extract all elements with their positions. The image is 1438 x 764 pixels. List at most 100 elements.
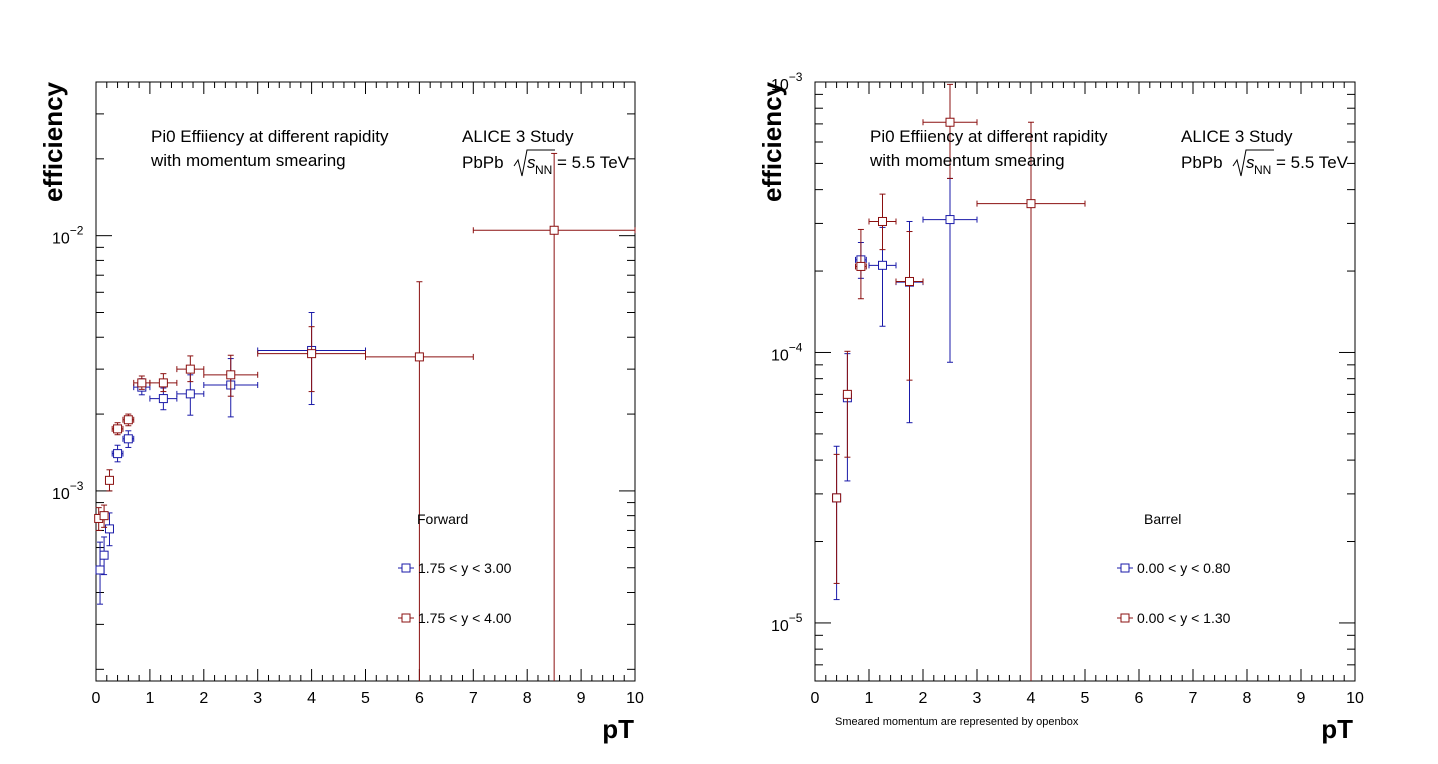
right-x-tick-label: 9 xyxy=(1297,690,1306,707)
left-series-2-point xyxy=(365,281,474,681)
right-y-axis-label: efficiency xyxy=(757,81,787,201)
left-open-box-marker xyxy=(185,389,195,399)
left-series-2-point xyxy=(111,422,124,436)
left-open-box-marker xyxy=(307,349,317,359)
left-series-2-point xyxy=(176,355,205,383)
right-x-tick-label: 2 xyxy=(919,690,928,707)
left-x-tick-label: 3 xyxy=(253,690,262,707)
right-y-tick-label: 10−3 xyxy=(771,70,803,94)
left-open-box-marker xyxy=(104,475,114,485)
left-x-tick-label: 8 xyxy=(523,690,532,707)
right-x-tick-label: 1 xyxy=(865,690,874,707)
right-ticks xyxy=(814,81,1356,681)
right-open-box-marker xyxy=(878,216,887,226)
right-open-box-marker xyxy=(905,276,914,286)
left-series-2-point xyxy=(149,373,178,393)
left-collision-sub: NN xyxy=(535,163,552,177)
right-footnote: Smeared momentum are represented by open… xyxy=(835,716,1079,728)
right-panel: 0 1 2 3 4 5 6 7 8 9 10 10−5 10−4 10−3 Pi0 Effiiency a… xyxy=(757,70,1364,744)
left-legend-title: Forward xyxy=(417,511,468,527)
left-ticks xyxy=(95,81,636,681)
right-study-label: ALICE 3 Study xyxy=(1181,127,1293,146)
right-open-box-marker xyxy=(856,261,866,271)
right-x-tick-label: 4 xyxy=(1027,690,1036,707)
left-open-box-marker xyxy=(95,565,105,575)
left-sqrt-symbol xyxy=(513,149,555,177)
left-series-1-point xyxy=(104,512,114,547)
left-legend-label-1: 1.75 < y < 3.00 xyxy=(418,560,512,576)
right-series-2-point xyxy=(842,350,852,458)
right-x-tick-label: 8 xyxy=(1243,690,1252,707)
left-x-tick-label: 7 xyxy=(469,690,478,707)
left-y-axis-label: efficiency xyxy=(38,81,68,201)
left-open-box-marker xyxy=(185,364,195,374)
left-series-2-point xyxy=(94,507,104,531)
left-open-box-marker xyxy=(226,370,236,380)
left-series-2-point xyxy=(203,354,259,397)
right-series-1-point xyxy=(922,177,978,363)
left-legend-label-2: 1.75 < y < 4.00 xyxy=(418,610,512,626)
left-series-2-point xyxy=(472,152,636,681)
left-x-tick-label: 0 xyxy=(92,690,101,707)
right-legend-entry-1: 0.00 < y < 0.80 xyxy=(1117,560,1231,576)
left-panel: 0 1 2 3 4 5 6 7 8 9 10 10−3 10−2 Pi0 Effiiency at di… xyxy=(38,81,644,744)
right-legend-label-2: 0.00 < y < 1.30 xyxy=(1137,610,1231,626)
right-series-2-point xyxy=(895,231,924,381)
right-collision-suffix: = 5.5 TeV xyxy=(1276,153,1349,172)
left-x-tick-label: 5 xyxy=(361,690,370,707)
left-collision-prefix: PbPb xyxy=(462,153,504,172)
right-tick-labels: 0 1 2 3 4 5 6 7 8 9 10 10−5 10−4 10−3 xyxy=(771,70,1364,707)
left-tick-labels: 0 1 2 3 4 5 6 7 8 9 10 10−3 10−2 xyxy=(52,224,644,707)
right-open-box-marker xyxy=(878,260,887,270)
right-x-tick-label: 0 xyxy=(811,690,820,707)
left-x-tick-label: 4 xyxy=(307,690,316,707)
left-open-box-marker xyxy=(113,424,123,434)
left-y-tick-label: 10−3 xyxy=(52,479,84,503)
left-series-2-point xyxy=(99,504,109,528)
left-series-2-point xyxy=(257,326,366,393)
right-open-box-marker xyxy=(1026,199,1036,209)
right-annotation-line1: Pi0 Effiiency at different rapidity xyxy=(870,127,1108,146)
right-data-marks xyxy=(832,83,1086,681)
left-x-tick-label: 9 xyxy=(577,690,586,707)
right-y-tick-label: 10−5 xyxy=(771,611,803,635)
left-legend-entry-1: 1.75 < y < 3.00 xyxy=(398,560,512,576)
right-open-box-marker xyxy=(945,117,955,127)
left-collision-s: s xyxy=(527,153,536,172)
left-open-box-marker xyxy=(113,449,123,459)
left-open-box-marker xyxy=(104,524,114,534)
right-legend-marker-1 xyxy=(1120,563,1130,573)
right-series-2-point xyxy=(868,193,897,251)
left-collision-label: PbPb s NN = 5.5 TeV xyxy=(462,149,630,177)
left-x-tick-label: 1 xyxy=(145,690,154,707)
left-x-axis-label: pT xyxy=(602,714,634,744)
right-open-box-marker xyxy=(945,215,955,225)
right-x-tick-label: 3 xyxy=(973,690,982,707)
left-open-box-marker xyxy=(99,511,109,521)
left-legend-marker-2 xyxy=(401,613,411,623)
right-legend-entry-2: 0.00 < y < 1.30 xyxy=(1117,610,1231,626)
left-series-1-point xyxy=(122,430,135,448)
left-x-tick-label: 10 xyxy=(626,690,644,707)
right-y-tick-label: 10−4 xyxy=(771,340,803,364)
right-series-2-point xyxy=(855,228,867,300)
left-study-label: ALICE 3 Study xyxy=(462,127,574,146)
left-open-box-marker xyxy=(123,415,133,425)
left-open-box-marker xyxy=(549,225,559,235)
left-x-tick-label: 2 xyxy=(199,690,208,707)
left-x-tick-label: 6 xyxy=(415,690,424,707)
right-open-box-marker xyxy=(842,389,852,399)
right-x-tick-label: 10 xyxy=(1346,690,1364,707)
right-collision-label: PbPb s NN = 5.5 TeV xyxy=(1181,149,1349,177)
right-series-2-point xyxy=(976,121,1086,681)
right-series-2-point xyxy=(832,453,842,584)
right-x-tick-label: 7 xyxy=(1189,690,1198,707)
right-annotation-line2: with momentum smearing xyxy=(869,151,1065,170)
right-legend-marker-2 xyxy=(1120,613,1130,623)
left-open-box-marker xyxy=(414,352,424,362)
right-collision-sub: NN xyxy=(1254,163,1271,177)
right-open-box-marker xyxy=(832,493,842,503)
right-legend-label-1: 0.00 < y < 0.80 xyxy=(1137,560,1231,576)
left-annotation-line1: Pi0 Effiiency at different rapidity xyxy=(151,127,389,146)
